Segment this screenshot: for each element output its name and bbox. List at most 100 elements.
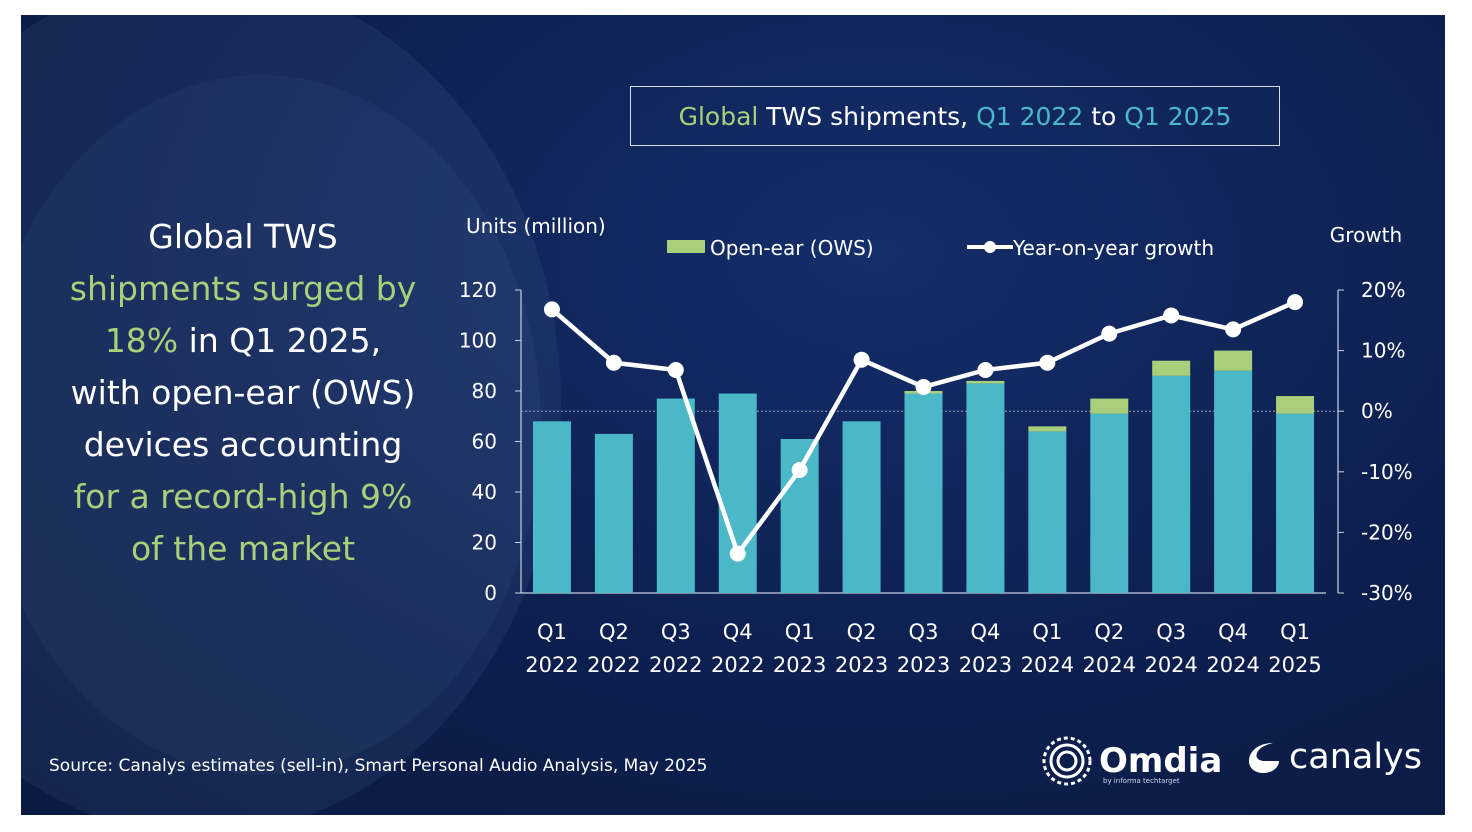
bar-tws xyxy=(966,383,1005,593)
left-axis-title: Units (million) xyxy=(466,214,606,238)
bar-tws xyxy=(842,421,881,593)
x-tick-label-quarter: Q3 xyxy=(661,620,691,644)
right-axis-tick-label: -20% xyxy=(1361,520,1413,544)
bar-tws xyxy=(656,398,695,593)
chart-title: Global TWS shipments, Q1 2022 to Q1 2025 xyxy=(630,86,1280,146)
x-tick-label-year: 2024 xyxy=(1144,653,1197,677)
x-tick-label-quarter: Q2 xyxy=(1094,620,1124,644)
bar-tws xyxy=(1028,431,1067,593)
left-axis-tick-label: 60 xyxy=(472,430,497,454)
headline-line-6: for a record-high 9% xyxy=(73,477,413,516)
x-tick-label-year: 2023 xyxy=(897,653,950,677)
source-note: Source: Canalys estimates (sell-in), Sma… xyxy=(49,756,708,776)
title-part-end: Q1 2025 xyxy=(1124,101,1232,131)
growth-point xyxy=(1163,307,1180,324)
bar-tws xyxy=(718,393,757,593)
omdia-wordmark: Omdia xyxy=(1099,741,1223,781)
x-tick-label-quarter: Q3 xyxy=(909,620,939,644)
bar-ows xyxy=(1090,398,1129,414)
slide: Global TWS shipments, Q1 2022 to Q1 2025… xyxy=(21,15,1445,815)
headline-line-1: Global TWS xyxy=(148,217,338,256)
left-axis-tick-label: 40 xyxy=(472,480,497,504)
x-tick-label-quarter: Q3 xyxy=(1156,620,1186,644)
bar-tws xyxy=(532,421,571,593)
left-axis-tick-label: 0 xyxy=(484,581,497,605)
right-axis-tick-label: 20% xyxy=(1361,278,1405,302)
growth-point xyxy=(915,378,932,395)
x-tick-label-quarter: Q4 xyxy=(723,620,753,644)
chart: Units (million) Growth Open-ear (OWS) Year-… xyxy=(459,214,1413,677)
omdia-mark-icon xyxy=(1042,736,1092,786)
x-tick-label-year: 2022 xyxy=(525,653,578,677)
bar-tws xyxy=(1152,375,1191,593)
right-axis-tick-label: 10% xyxy=(1361,339,1405,363)
growth-point xyxy=(791,461,808,478)
headline-line-4: with open-ear (OWS) xyxy=(70,373,416,412)
legend-swatch-ows xyxy=(667,240,705,253)
background-swirl xyxy=(21,15,561,815)
title-part-start: Q1 2022 xyxy=(976,101,1084,131)
omdia-logo: Omdia by informa techtarget xyxy=(1041,735,1222,787)
x-tick-label-year: 2024 xyxy=(1206,653,1259,677)
left-axis-tick-label: 20 xyxy=(472,531,497,555)
growth-point xyxy=(1101,325,1118,342)
growth-point xyxy=(543,301,560,318)
x-tick-label-year: 2023 xyxy=(959,653,1012,677)
headline-line-7: of the market xyxy=(130,529,356,568)
canalys-wordmark: canalys xyxy=(1289,737,1422,777)
omdia-subtitle: by informa techtarget xyxy=(1103,777,1180,785)
legend-label-growth: Year-on-year growth xyxy=(1012,236,1214,260)
x-tick-label-quarter: Q4 xyxy=(1218,620,1248,644)
bar-ows xyxy=(1152,360,1191,376)
left-axis-tick-label: 80 xyxy=(472,379,497,403)
bar-tws xyxy=(1214,370,1253,593)
legend-swatch-growth-marker xyxy=(984,241,996,253)
x-tick-label-year: 2023 xyxy=(835,653,888,677)
canalys-mark-icon xyxy=(1249,743,1279,773)
canalys-logo: canalys xyxy=(1243,737,1422,777)
title-part-to: to xyxy=(1083,101,1125,131)
bar-ows xyxy=(966,380,1005,384)
x-tick-label-quarter: Q2 xyxy=(599,620,629,644)
right-axis-tick-label: -10% xyxy=(1361,460,1413,484)
growth-point xyxy=(1287,294,1304,311)
headline-line-3: 18% in Q1 2025, xyxy=(41,315,445,367)
x-tick-label-year: 2022 xyxy=(649,653,702,677)
right-axis-title: Growth xyxy=(1330,223,1402,247)
x-tick-label-year: 2022 xyxy=(587,653,640,677)
headline: Global TWS shipments surged by 18% in Q1… xyxy=(41,211,445,575)
headline-highlight-18: 18% xyxy=(104,321,179,360)
growth-point xyxy=(667,361,684,378)
growth-point xyxy=(977,361,994,378)
growth-point xyxy=(605,354,622,371)
x-tick-label-year: 2022 xyxy=(711,653,764,677)
x-tick-label-quarter: Q1 xyxy=(785,620,815,644)
bar-ows xyxy=(1276,396,1315,414)
bar-ows xyxy=(1028,426,1067,432)
bar-tws xyxy=(904,393,943,593)
right-axis-tick-label: -30% xyxy=(1361,581,1413,605)
headline-line-5: devices accounting xyxy=(83,425,403,464)
growth-point xyxy=(1039,354,1056,371)
bar-tws xyxy=(1090,413,1129,593)
x-tick-label-quarter: Q1 xyxy=(1280,620,1310,644)
background-swirl-inner xyxy=(21,75,541,775)
legend-label-ows: Open-ear (OWS) xyxy=(710,236,874,260)
right-axis-tick-label: 0% xyxy=(1361,399,1393,423)
left-axis-tick-label: 120 xyxy=(459,278,497,302)
x-tick-label-year: 2024 xyxy=(1083,653,1136,677)
x-tick-label-year: 2025 xyxy=(1268,653,1321,677)
bar-tws xyxy=(1276,413,1315,593)
headline-line-3-rest: in Q1 2025, xyxy=(178,321,382,360)
x-tick-label-year: 2023 xyxy=(773,653,826,677)
title-part-tws: TWS shipments, xyxy=(758,101,977,131)
bar-tws xyxy=(594,433,633,593)
x-tick-label-quarter: Q4 xyxy=(970,620,1000,644)
title-part-global: Global xyxy=(678,101,759,131)
x-tick-label-quarter: Q1 xyxy=(1032,620,1062,644)
x-tick-label-year: 2024 xyxy=(1021,653,1074,677)
growth-point xyxy=(729,545,746,562)
bar-ows xyxy=(1214,350,1253,371)
x-tick-label-quarter: Q1 xyxy=(537,620,567,644)
headline-line-2: shipments surged by xyxy=(69,269,417,308)
